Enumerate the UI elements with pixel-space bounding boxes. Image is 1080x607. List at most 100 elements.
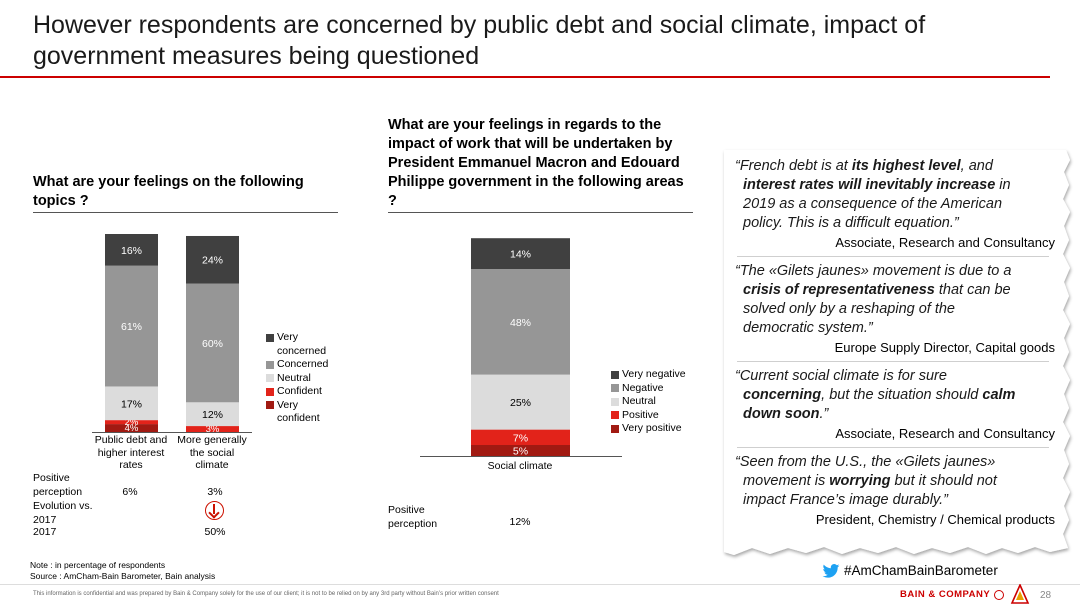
- legend-swatch: [266, 374, 274, 382]
- quote-line: concerning, but the situation should cal…: [735, 386, 1055, 405]
- hashtag-label: #AmChamBainBarometer: [844, 563, 998, 578]
- data-label: 12%: [202, 409, 223, 421]
- legend-label: Very confident: [277, 398, 320, 425]
- positive-perception-value: 3%: [207, 486, 223, 498]
- data-label: 7%: [513, 432, 528, 444]
- quote-text: “Current social climate is for sure: [735, 368, 947, 384]
- legend-item: Very concerned: [266, 331, 336, 358]
- quote-line: impact France’s image durably.”: [735, 491, 1055, 510]
- mid-legend: Very negative Negative Neutral Positive …: [611, 368, 691, 436]
- data-label: 17%: [121, 398, 142, 410]
- quote-text: solved only by a reshaping of the: [743, 301, 955, 317]
- category-label: Social climate: [487, 460, 553, 472]
- quote-line: crisis of representativeness that can be: [735, 281, 1055, 300]
- legend-swatch: [611, 411, 619, 419]
- quote-highlight: its highest level: [851, 158, 961, 174]
- quote-text: .”: [819, 406, 829, 422]
- bar-segment: [186, 426, 239, 432]
- quote-text: in: [995, 177, 1011, 193]
- note-text: Note : in percentage of respondents: [30, 560, 166, 570]
- legend-item: Positive: [611, 409, 691, 423]
- legend-swatch: [611, 397, 619, 406]
- quote-text: policy. This is a difficult equation.”: [743, 215, 959, 231]
- quote-text: “Seen from the U.S., the «Gilets jaunes»: [735, 454, 996, 470]
- legend-item: Concerned: [266, 358, 336, 372]
- quote-highlight: concerning: [743, 387, 822, 403]
- quote-line: movement is worrying but it should not: [735, 472, 1055, 491]
- legend-swatch: [266, 401, 274, 409]
- positive-perception-value: 12%: [509, 516, 531, 528]
- quote-block: “Seen from the U.S., the «Gilets jaunes»…: [735, 453, 1055, 529]
- bar-segment: [471, 238, 570, 269]
- quote-block: “French debt is at its highest level, an…: [735, 157, 1055, 252]
- bar-segment: [105, 234, 158, 266]
- positive-perception-value: 6%: [122, 486, 138, 498]
- left-question-heading: What are your feelings on the following …: [33, 174, 304, 209]
- bar-segment: [471, 374, 570, 430]
- bar-segment: [105, 424, 158, 432]
- legend-label: Neutral: [277, 371, 311, 384]
- quote-attribution: Associate, Research and Consultancy: [835, 235, 1055, 250]
- footer-divider: [0, 584, 1080, 585]
- legend-swatch: [611, 370, 619, 379]
- hashtag[interactable]: #AmChamBainBarometer: [822, 563, 998, 578]
- data-label: 48%: [510, 317, 531, 329]
- left-question-divider: [33, 212, 338, 213]
- legend-swatch: [266, 360, 274, 369]
- quote-line: “French debt is at its highest level, an…: [735, 157, 1055, 176]
- quote-text: movement is: [743, 473, 830, 489]
- quote-attribution: Associate, Research and Consultancy: [835, 426, 1055, 441]
- data-label: 5%: [513, 446, 528, 458]
- quote-text: but it should not: [890, 473, 997, 489]
- category-label: Public debt and higher interest rates: [94, 434, 168, 471]
- twitter-bird-icon: [822, 563, 840, 578]
- bar-segment: [105, 386, 158, 421]
- legend-swatch: [611, 384, 619, 392]
- data-label: 2%: [125, 417, 139, 428]
- title-divider: [0, 76, 1050, 78]
- bar-segment: [471, 269, 570, 375]
- legend-label: Neutral: [622, 395, 656, 407]
- bar-segment: [186, 283, 239, 403]
- quote-highlight: worrying: [829, 473, 891, 489]
- positive-perception-label: Positive perception: [33, 472, 83, 498]
- quote-block: “Current social climate is for sure conce…: [735, 367, 1055, 443]
- quote-line: down soon.”: [735, 405, 1055, 424]
- data-label: 16%: [121, 245, 142, 257]
- quote-line: policy. This is a difficult equation.”: [735, 214, 1055, 233]
- quote-highlight: crisis of representativeness: [743, 282, 935, 298]
- data-label: 14%: [510, 249, 531, 261]
- legend-label: Positive: [622, 408, 659, 421]
- evolution-label: Evolution vs. 2017: [33, 500, 93, 526]
- quote-line: solved only by a reshaping of the: [735, 300, 1055, 319]
- brand-label: BAIN & COMPANY: [900, 589, 991, 600]
- legend-swatch: [266, 333, 274, 342]
- legend-swatch: [611, 424, 619, 433]
- quote-attribution: President, Chemistry / Chemical products: [815, 512, 1055, 527]
- quote-block: “The «Gilets jaunes» movement is due to …: [735, 262, 1055, 357]
- quote-line: “Current social climate is for sure: [735, 367, 1055, 386]
- quote-text: democratic system.”: [743, 320, 873, 336]
- legend-item: Neutral: [611, 395, 691, 409]
- data-label: 4%: [125, 423, 139, 434]
- quote-text: , and: [960, 158, 993, 174]
- legend-label: Very positive: [622, 422, 682, 434]
- legend-item: Very negative: [611, 368, 691, 382]
- quote-text: that can be: [934, 282, 1011, 298]
- legend-item: Negative: [611, 382, 691, 396]
- legend-label: Very negative: [622, 368, 686, 380]
- quote-line: “Seen from the U.S., the «Gilets jaunes»: [735, 453, 1055, 472]
- page-number: 28: [1040, 590, 1052, 601]
- data-label: 60%: [202, 338, 223, 350]
- bar-segment: [471, 445, 570, 456]
- positive-perception-label: Positive perception: [388, 504, 438, 530]
- quote-text: “French debt is at: [735, 158, 852, 174]
- amcham-logo-icon: [1010, 584, 1030, 604]
- quote-text: “The «Gilets jaunes» movement is due to …: [735, 263, 1012, 279]
- notes: Note : in percentage of respondents Sour…: [30, 560, 215, 581]
- left-legend: Very concerned Concerned Neutral Confide…: [266, 331, 336, 426]
- quote-line: democratic system.”: [735, 319, 1055, 338]
- quote-text: impact France’s image durably.”: [743, 492, 948, 508]
- legend-label: Negative: [622, 381, 664, 394]
